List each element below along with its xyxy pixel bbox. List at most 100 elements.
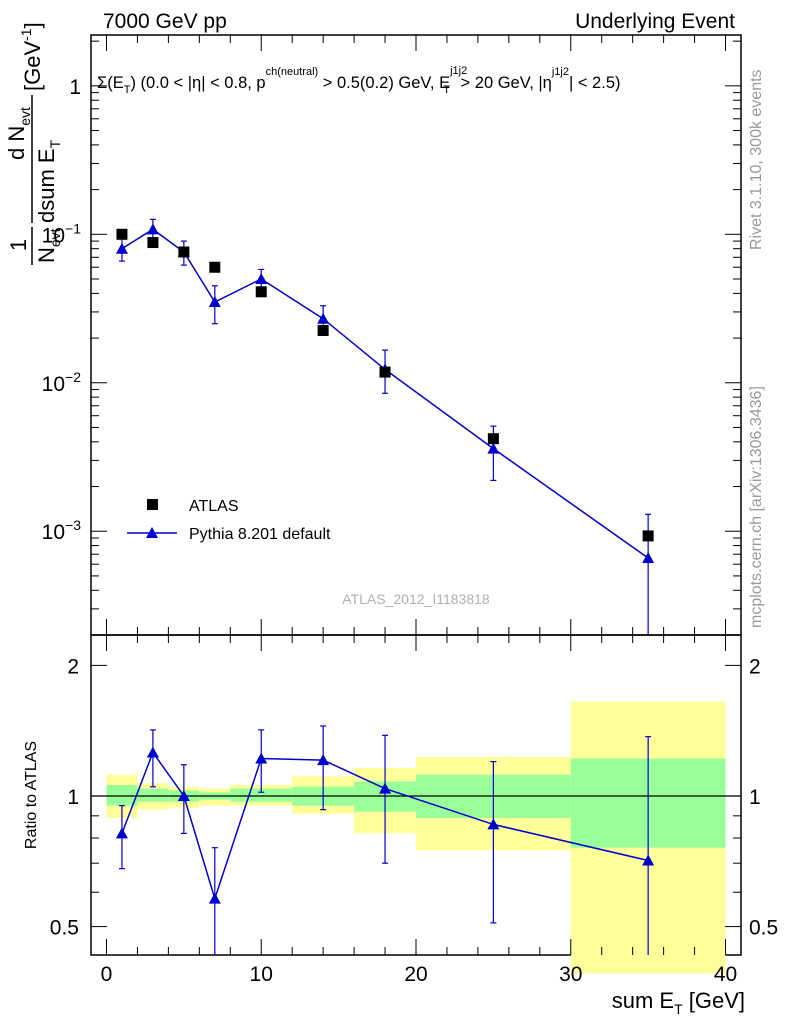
- main-y-tick-label: 10−3: [42, 517, 82, 544]
- title-sup1: ch(neutral): [266, 66, 319, 78]
- title-sub2: T: [443, 84, 450, 96]
- header-left: 7000 GeV pp: [103, 10, 227, 33]
- ratio-pythia-point: [146, 746, 159, 758]
- main-y-tick-exponent: −1: [65, 220, 81, 236]
- pythia-point: [115, 242, 128, 254]
- ylabel-unit-close: ]: [20, 22, 45, 28]
- ratio-pythia-point: [379, 782, 392, 794]
- main-series: [115, 218, 655, 635]
- ylabel-unit-text: [GeV: [20, 41, 45, 91]
- main-y-label: 1 Nevt d Nevt dsum ET [GeV-1]: [4, 22, 63, 265]
- title-sub1: T: [124, 84, 131, 96]
- main-y-tick-exponent: −3: [65, 517, 81, 533]
- ratio-pythia-point: [317, 754, 330, 766]
- main-axis-ticks: [91, 35, 741, 636]
- ylabel-dn-sub: evt: [17, 107, 33, 126]
- ylabel-n1: Nevt: [34, 228, 63, 263]
- legend-pythia-label: Pythia 8.201 default: [189, 526, 331, 543]
- ylabel-dsum-sub: T: [47, 139, 63, 148]
- main-frame: [90, 34, 742, 636]
- main-y-tick-label: 10−2: [42, 369, 82, 396]
- ratio-pythia-point: [177, 789, 190, 801]
- main-y-tick-label: 10−1: [42, 220, 82, 247]
- pythia-point: [642, 552, 655, 564]
- stat-uncertainty-band: [230, 788, 293, 802]
- plot-title: Σ(ET) (0.0 < |η| < 0.8, pch(neutral) > 0…: [97, 65, 621, 96]
- ratio-y-label: Ratio to ATLAS: [23, 741, 40, 849]
- legend-atlas-label: ATLAS: [189, 498, 239, 515]
- header-right: Underlying Event: [575, 10, 735, 33]
- title-mid1: ) (0.0 < |η| < 0.8, p: [130, 74, 265, 92]
- ylabel-n1-sub: evt: [47, 228, 63, 247]
- title-mid3: > 20 GeV, |η: [456, 74, 552, 92]
- ylabel-unit-sup: -1: [18, 28, 34, 41]
- title-post: | < 2.5): [569, 74, 621, 92]
- title-pre: Σ(E: [97, 74, 124, 92]
- pythia-point: [208, 295, 221, 307]
- xlabel-unit: [GeV]: [683, 988, 745, 1013]
- main-y-tick-base: 10: [42, 224, 65, 247]
- main-y-tick-base: 10: [42, 521, 65, 544]
- main-y-tick-label: 1: [69, 76, 81, 99]
- xlabel-sub: T: [674, 1001, 683, 1017]
- ratio-y-tick-label-right: 0.5: [749, 917, 778, 940]
- main-y-tick-base: 1: [69, 76, 81, 99]
- mcplots-label: mcplots.cern.ch [arXiv:1306.3436]: [748, 386, 765, 628]
- ratio-y-tick-label-left: 0.5: [50, 917, 79, 940]
- x-tick-label: 40: [714, 963, 737, 986]
- ratio-pythia-point: [487, 818, 500, 830]
- stat-uncertainty-band: [106, 785, 138, 806]
- atlas-point: [642, 530, 654, 542]
- x-axis-label: sum ET [GeV]: [612, 988, 745, 1017]
- main-tick-labels: 110−110−210−3: [42, 76, 82, 544]
- stat-uncertainty-band: [137, 788, 169, 802]
- ratio-uncertainty-bands: [91, 701, 741, 974]
- ratio-pythia-point: [115, 827, 128, 839]
- ylabel-dn-text: d N: [4, 126, 29, 160]
- title-sup2: j1j2: [449, 65, 467, 77]
- ylabel-dn: d Nevt: [4, 107, 33, 160]
- pythia-point: [255, 272, 268, 284]
- legend-atlas-marker: [147, 499, 158, 510]
- atlas-point: [147, 237, 159, 249]
- legend-pythia-marker: [146, 527, 158, 538]
- atlas-point: [178, 246, 190, 258]
- ratio-axis-ticks: [91, 635, 741, 955]
- x-tick-label: 10: [250, 963, 273, 986]
- rivet-label: Rivet 3.1.10, 300k events: [748, 69, 765, 250]
- xlabel-main: sum E: [612, 988, 674, 1013]
- atlas-point: [317, 324, 329, 336]
- ratio-pythia-point: [642, 854, 655, 866]
- atlas-point: [255, 286, 267, 298]
- ratio-y-tick-label-right: 2: [749, 655, 761, 678]
- pythia-point: [146, 223, 159, 235]
- ratio-y-tick-label-left: 1: [67, 786, 79, 809]
- analysis-watermark: ATLAS_2012_I1183818: [342, 591, 490, 607]
- ylabel-one: 1: [6, 239, 31, 251]
- atlas-point: [209, 261, 221, 273]
- ratio-tick-labels: 0.5 0.51 12 20 10 20 30 40: [50, 655, 778, 986]
- x-tick-label: 0: [101, 963, 113, 986]
- main-y-tick-base: 10: [42, 373, 65, 396]
- ylabel-dsum-text: dsum E: [34, 148, 59, 223]
- title-mid2: > 0.5(0.2) GeV, E: [318, 74, 450, 92]
- ratio-y-tick-label-left: 2: [67, 655, 79, 678]
- atlas-point: [487, 433, 499, 445]
- atlas-point: [116, 228, 128, 240]
- x-tick-label: 20: [404, 963, 427, 986]
- main-panel: [90, 34, 742, 636]
- ratio-y-tick-label-right: 1: [749, 786, 761, 809]
- title-sup3: j1j2: [551, 66, 569, 78]
- ratio-series: [115, 725, 655, 955]
- main-y-tick-exponent: −2: [65, 369, 81, 385]
- ylabel-dsum: dsum ET: [34, 139, 63, 223]
- legend: ATLAS Pythia 8.201 default: [127, 498, 331, 543]
- ylabel-n1-text: N: [34, 247, 59, 263]
- ratio-pythia-point: [255, 752, 268, 764]
- pythia-point: [487, 442, 500, 454]
- pythia-point: [317, 312, 330, 324]
- ylabel-unit: [GeV-1]: [18, 22, 45, 91]
- atlas-point: [379, 366, 391, 378]
- x-tick-label: 30: [559, 963, 582, 986]
